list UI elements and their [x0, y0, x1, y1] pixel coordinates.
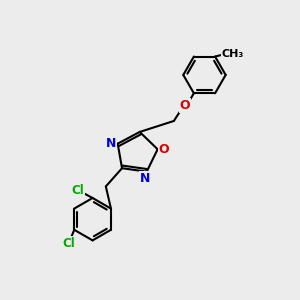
- Text: O: O: [180, 99, 190, 112]
- Text: CH₃: CH₃: [222, 49, 244, 58]
- Text: N: N: [106, 137, 116, 150]
- Text: Cl: Cl: [62, 237, 75, 250]
- Text: N: N: [140, 172, 150, 184]
- Text: O: O: [159, 143, 170, 156]
- Text: Cl: Cl: [71, 184, 84, 197]
